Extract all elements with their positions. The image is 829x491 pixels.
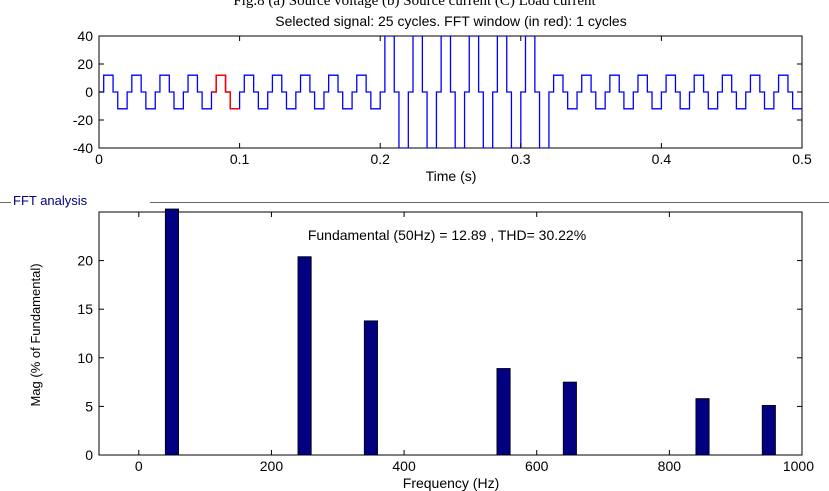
fft-bar [164,208,179,455]
signal-plot: Selected signal: 25 cycles. FFT window (… [73,13,812,184]
fft-xtick-label: 1000 [783,458,814,474]
fft-plot-axes [98,211,803,456]
fft-plot: 0 5 10 15 20 0 200 400 600 800 1000 Fundamental (… [28,208,814,491]
fft-ytick-label: 10 [77,350,93,366]
signal-plot-xlabel: Time (s) [426,168,477,184]
signal-xtick-label: 0.1 [230,151,250,167]
fft-bar [761,405,776,455]
fft-bar [562,381,577,455]
figure-caption: Fig.8 (a) Source voltage (b) Source curr… [233,0,596,9]
signal-xtick-label: 0.5 [792,151,812,167]
fft-xtick-label: 600 [525,458,549,474]
signal-xtick-label: 0 [95,151,103,167]
fft-ytick-label: 5 [85,398,93,414]
panel-divider-left [0,202,11,203]
fft-plot-title: Fundamental (50Hz) = 12.89 , THD= 30.22% [308,227,586,243]
fft-bar [363,320,378,455]
signal-ytick-label: -20 [73,112,93,128]
panel-divider [150,202,829,203]
fft-bar [297,256,312,455]
fft-bar [496,368,511,455]
fft-xtick-label: 0 [135,458,143,474]
signal-ytick-label: 0 [85,84,93,100]
fft-ytick-label: 0 [85,447,93,463]
fft-ytick-label: 20 [77,253,93,269]
signal-xtick-label: 0.2 [370,151,390,167]
signal-xtick-label: 0.4 [652,151,672,167]
fft-xtick-label: 800 [658,458,682,474]
signal-ytick-label: 40 [77,28,93,44]
fft-window-line [211,74,240,110]
fft-bar [695,398,710,455]
fft-ytick-label: 15 [77,301,93,317]
signal-ytick-label: -40 [73,140,93,156]
fft-xtick-label: 200 [260,458,284,474]
fft-plot-xlabel: Frequency (Hz) [403,475,499,491]
signal-xtick-label: 0.3 [511,151,531,167]
signal-plot-title: Selected signal: 25 cycles. FFT window (… [275,13,626,29]
signal-ytick-label: 20 [77,56,93,72]
fft-plot-ylabel: Mag (% of Fundamental) [28,263,43,406]
fft-xtick-label: 400 [392,458,416,474]
fft-panel-label: FFT analysis [13,193,90,208]
